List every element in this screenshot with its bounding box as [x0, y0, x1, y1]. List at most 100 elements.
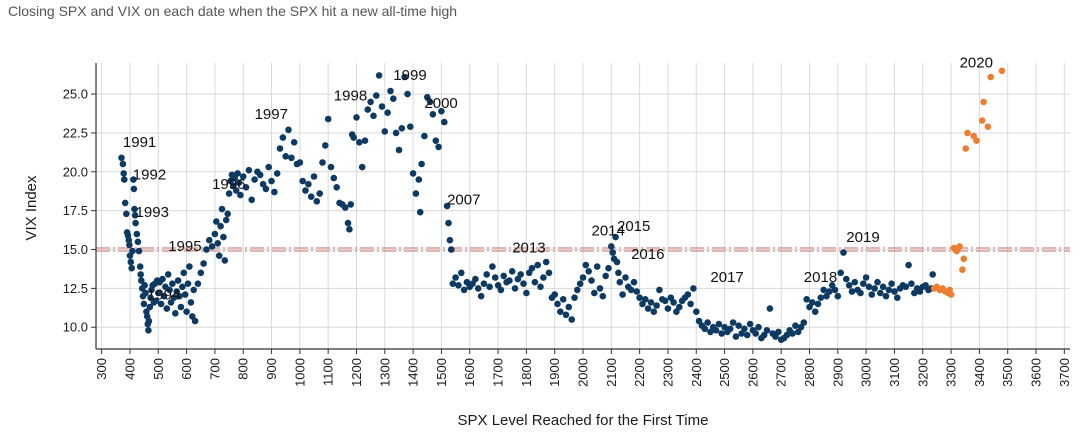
data-point-historical: [929, 271, 936, 278]
data-point-historical: [557, 308, 564, 316]
x-tick-label: 2200: [632, 358, 647, 387]
x-tick-label: 3600: [1029, 358, 1044, 387]
data-point-historical: [820, 286, 827, 294]
data-point-historical: [138, 277, 145, 284]
x-tick-label: 1200: [349, 358, 364, 387]
data-point-historical: [373, 92, 380, 99]
data-point-historical: [865, 283, 873, 291]
data-point-historical: [489, 263, 496, 270]
data-point-historical: [446, 236, 454, 244]
data-point-historical: [221, 257, 229, 264]
data-point-historical: [137, 271, 144, 278]
data-point-historical: [642, 296, 649, 303]
data-point-historical: [891, 288, 898, 295]
data-point-historical: [184, 280, 192, 288]
data-point-historical: [599, 292, 607, 300]
data-point-historical: [133, 230, 141, 238]
x-tick-label: 3200: [915, 358, 930, 387]
data-point-historical: [661, 297, 669, 305]
data-point-historical: [121, 176, 128, 183]
data-point-historical: [262, 185, 270, 193]
y-tick-label: 17.5: [63, 203, 88, 218]
data-point-historical: [845, 282, 853, 289]
data-point-historical: [378, 103, 386, 110]
data-point-historical: [766, 305, 774, 312]
data-point-historical: [452, 274, 459, 281]
data-point-historical: [409, 170, 417, 177]
x-tick-label: 2400: [689, 358, 704, 387]
data-point-historical: [134, 238, 142, 246]
data-point-historical: [701, 325, 709, 333]
data-point-historical: [894, 294, 901, 302]
data-point-historical: [670, 299, 677, 306]
data-point-historical: [152, 297, 160, 305]
year-annotation: 2020: [960, 55, 993, 72]
data-point-historical: [826, 288, 833, 295]
axes-layer: 300 400 500 600 700 800 900 1000 1100 1200 1300 140…: [63, 63, 1072, 387]
data-point-historical: [358, 163, 366, 171]
data-point-historical: [732, 333, 740, 340]
grid-layer: [96, 63, 1070, 349]
x-tick-label: 3700: [1057, 358, 1072, 387]
data-point-historical: [132, 219, 139, 227]
year-annotation: 2017: [710, 269, 743, 286]
data-point-historical: [191, 317, 199, 325]
data-point-historical: [361, 137, 369, 144]
data-point-historical: [288, 154, 295, 162]
data-point-historical: [302, 187, 309, 194]
data-point-historical: [542, 258, 550, 266]
x-tick-label: 600: [179, 358, 194, 380]
data-point-historical: [316, 190, 324, 197]
data-point-historical: [608, 243, 615, 250]
x-tick-label: 2900: [830, 358, 845, 387]
data-point-historical: [534, 261, 541, 269]
data-point-historical: [831, 286, 839, 294]
data-point-2020: [956, 243, 963, 250]
data-point-historical: [353, 114, 360, 121]
data-point-historical: [704, 319, 711, 326]
y-tick-label: 20.0: [63, 164, 88, 179]
data-point-historical: [644, 305, 652, 312]
data-point-historical: [630, 278, 638, 286]
data-point-historical: [213, 218, 220, 225]
data-point-2020: [973, 137, 980, 144]
data-point-historical: [429, 111, 437, 118]
data-point-historical: [181, 291, 189, 298]
data-point-historical: [735, 322, 742, 330]
data-point-historical: [445, 219, 452, 227]
data-point-historical: [141, 282, 148, 289]
data-point-historical: [693, 308, 700, 316]
data-point-historical: [455, 282, 462, 289]
data-point-historical: [432, 137, 440, 144]
data-point-historical: [290, 139, 298, 146]
year-annotation: 1999: [393, 67, 426, 84]
data-point-historical: [145, 327, 152, 334]
year-annotation: 2019: [846, 229, 879, 246]
data-point-historical: [902, 283, 910, 291]
x-tick-label: 2300: [660, 358, 675, 387]
data-point-historical: [130, 185, 138, 193]
data-point-historical: [565, 303, 573, 311]
data-point-historical: [551, 291, 558, 298]
data-point-historical: [579, 274, 587, 281]
data-point-historical: [421, 132, 428, 140]
data-point-historical: [458, 269, 465, 277]
data-point-2020: [998, 67, 1006, 75]
x-tick-label: 1400: [406, 358, 421, 387]
data-point-historical: [242, 184, 250, 191]
data-point-historical: [142, 289, 149, 297]
data-point-historical: [508, 268, 516, 275]
data-point-historical: [537, 283, 544, 291]
data-point-historical: [848, 288, 856, 295]
data-point-historical: [155, 289, 162, 297]
data-point-2020: [962, 145, 970, 152]
data-point-historical: [248, 196, 255, 204]
data-point-historical: [322, 142, 329, 149]
data-point-historical: [305, 180, 312, 188]
year-annotation: 2015: [617, 218, 650, 235]
year-annotation: 2013: [512, 240, 545, 257]
data-point-historical: [324, 115, 332, 123]
x-tick-label: 2700: [774, 358, 789, 387]
data-point-historical: [172, 310, 179, 317]
data-point-historical: [612, 233, 619, 241]
